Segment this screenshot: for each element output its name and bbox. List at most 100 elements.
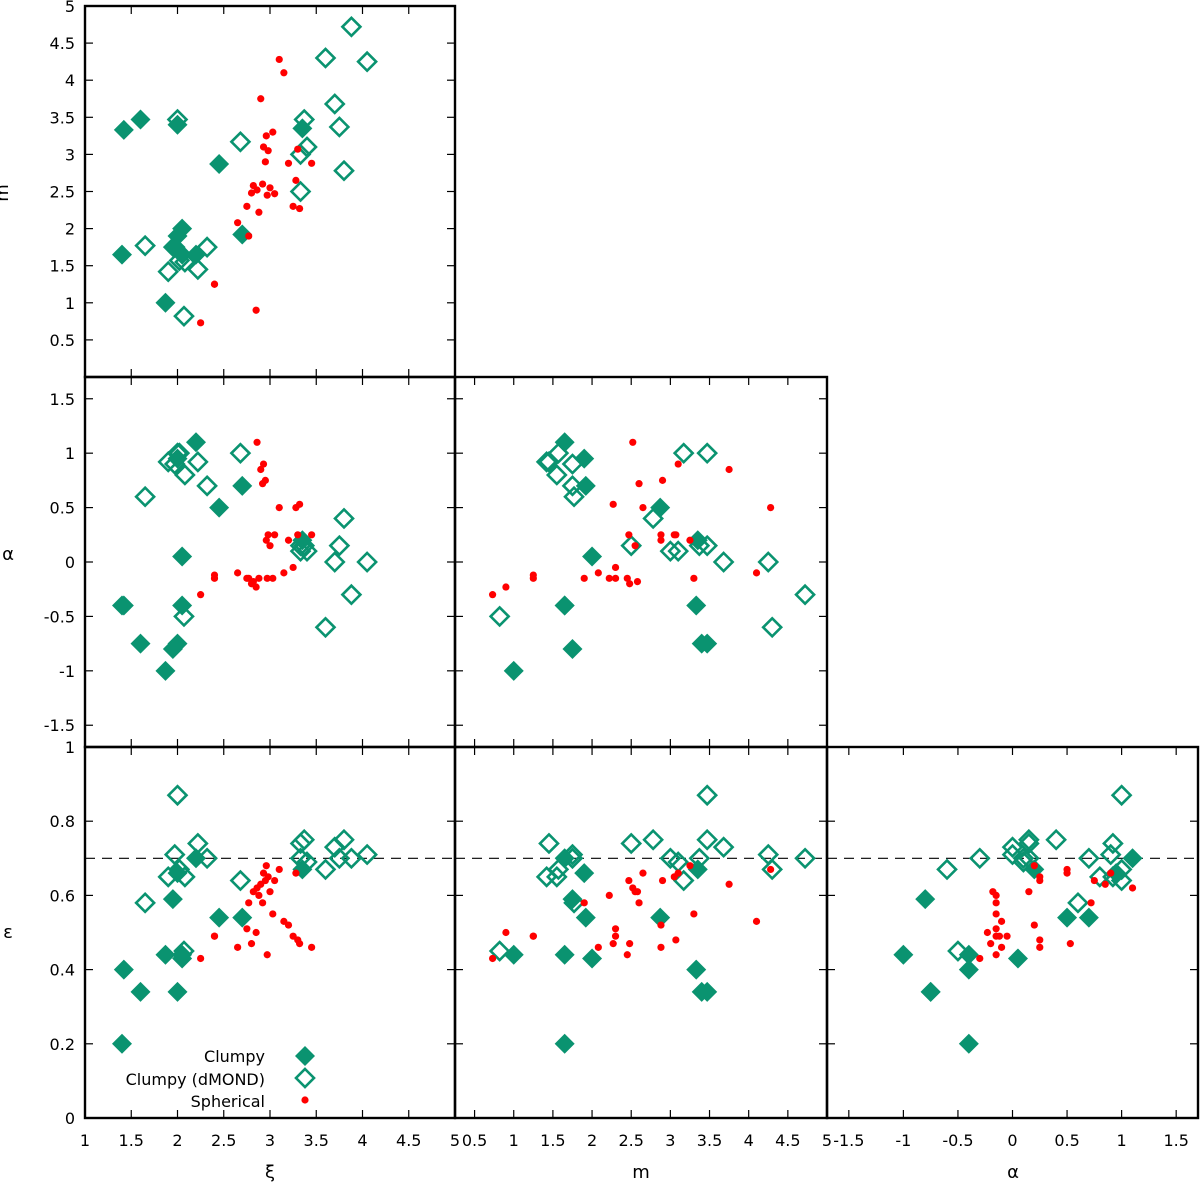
point-spherical: [1030, 862, 1038, 870]
point-clumpy: [155, 292, 176, 313]
y-tick-label: 0.2: [50, 1035, 75, 1054]
point-clumpy-dmond: [794, 583, 816, 606]
point-clumpy-dmond: [620, 832, 643, 855]
point-spherical: [308, 943, 316, 951]
y-label-eps: ε: [3, 922, 13, 943]
point-clumpy-dmond: [538, 451, 560, 473]
point-clumpy: [167, 981, 188, 1002]
point-spherical: [261, 158, 269, 166]
point-clumpy: [562, 639, 583, 660]
point-spherical: [253, 186, 261, 194]
point-spherical: [976, 954, 984, 963]
point-clumpy: [232, 475, 253, 496]
point-clumpy-dmond: [134, 485, 156, 508]
point-clumpy: [232, 224, 253, 245]
x-tick-label: 4.5: [396, 1131, 421, 1150]
point-spherical: [294, 531, 302, 539]
point-spherical: [623, 951, 631, 959]
point-spherical: [623, 574, 631, 582]
point-clumpy: [112, 244, 132, 265]
point-clumpy-dmond: [547, 858, 570, 881]
y-label-m: m: [0, 184, 13, 202]
point-spherical: [657, 536, 665, 544]
point-spherical: [657, 921, 665, 929]
point-clumpy: [186, 432, 206, 453]
point-clumpy-dmond: [1102, 832, 1124, 855]
panel-xi-eps: 0 0.2 0.4 0.6 0.8 1 1 1.5 2 2.5 3 3.5 4 4.5 5: [50, 738, 461, 1150]
y-tick-label: 1: [65, 738, 75, 757]
point-spherical: [197, 319, 205, 327]
point-spherical: [252, 306, 260, 314]
point-clumpy-dmond: [196, 474, 218, 497]
y-tick-label: 1: [65, 444, 75, 463]
point-clumpy: [130, 109, 151, 130]
point-clumpy-dmond: [696, 784, 719, 807]
point-spherical: [657, 531, 665, 539]
point-clumpy-dmond: [1045, 828, 1067, 851]
point-clumpy-dmond: [168, 442, 191, 465]
point-spherical: [983, 928, 992, 937]
point-spherical: [686, 862, 694, 870]
point-clumpy: [130, 633, 151, 654]
point-clumpy-dmond: [563, 485, 585, 508]
point-clumpy-dmond: [688, 847, 711, 870]
legend-label-spherical: Spherical: [191, 1092, 265, 1111]
point-spherical: [197, 954, 205, 963]
point-spherical: [611, 574, 620, 582]
point-spherical: [725, 880, 733, 888]
point-clumpy-dmond: [696, 442, 719, 465]
axis-labels: m α ε ξ m α: [0, 184, 1019, 1183]
point-clumpy-dmond: [289, 143, 312, 166]
y-tick-label: 5: [65, 0, 75, 16]
point-spherical: [502, 583, 510, 591]
point-clumpy: [575, 907, 596, 928]
point-clumpy: [130, 981, 151, 1002]
point-clumpy-dmond: [296, 851, 318, 873]
point-clumpy-dmond: [947, 940, 969, 962]
point-clumpy-dmond: [757, 843, 780, 866]
point-clumpy-dmond: [157, 260, 180, 283]
point-clumpy-dmond: [328, 116, 351, 138]
legend-marker-spherical: [301, 1096, 309, 1104]
point-clumpy: [554, 432, 575, 453]
y-label-alpha: α: [2, 544, 14, 565]
point-clumpy-dmond: [712, 551, 735, 573]
point-spherical: [1090, 876, 1098, 885]
point-clumpy-dmond: [293, 108, 316, 131]
y-tick-label: 0: [65, 553, 75, 572]
x-label-xi: ξ: [265, 1162, 275, 1183]
point-spherical: [997, 943, 1006, 951]
point-spherical: [1128, 884, 1137, 892]
x-tick-label: 2.5: [211, 1131, 236, 1150]
point-clumpy: [686, 595, 707, 616]
point-clumpy: [915, 889, 936, 910]
point-spherical: [266, 542, 274, 550]
point-clumpy-dmond: [333, 507, 355, 530]
point-clumpy-dmond: [187, 832, 209, 855]
x-tick-label: 0: [1007, 1131, 1017, 1150]
point-spherical: [255, 891, 263, 900]
point-spherical: [635, 899, 643, 907]
x-tick-label: 1: [509, 1131, 519, 1150]
point-spherical: [502, 928, 510, 937]
point-spherical: [752, 569, 761, 577]
y-tick-label: 0: [65, 1109, 75, 1128]
x-tick-label: 2: [172, 1131, 182, 1150]
point-clumpy-dmond: [545, 866, 568, 888]
point-spherical: [1087, 899, 1095, 907]
point-clumpy-dmond: [314, 858, 337, 881]
x-tick-label: 0.5: [1054, 1131, 1079, 1150]
y-tick-label: 0.5: [50, 499, 75, 518]
point-spherical: [631, 542, 639, 550]
point-clumpy-dmond: [229, 130, 252, 153]
point-spherical: [249, 577, 257, 586]
point-spherical: [245, 232, 253, 240]
point-spherical: [992, 910, 1000, 918]
point-spherical: [609, 500, 617, 508]
point-spherical: [275, 55, 283, 64]
legend-marker-clumpy-dmond: [294, 1067, 316, 1089]
panels-layer: 0.511.522.533.544.55-1.5-1-0.500.511.500…: [44, 0, 1200, 1150]
point-spherical: [1036, 943, 1044, 951]
point-spherical: [580, 574, 588, 582]
y-tick-label: 2.5: [50, 183, 75, 202]
